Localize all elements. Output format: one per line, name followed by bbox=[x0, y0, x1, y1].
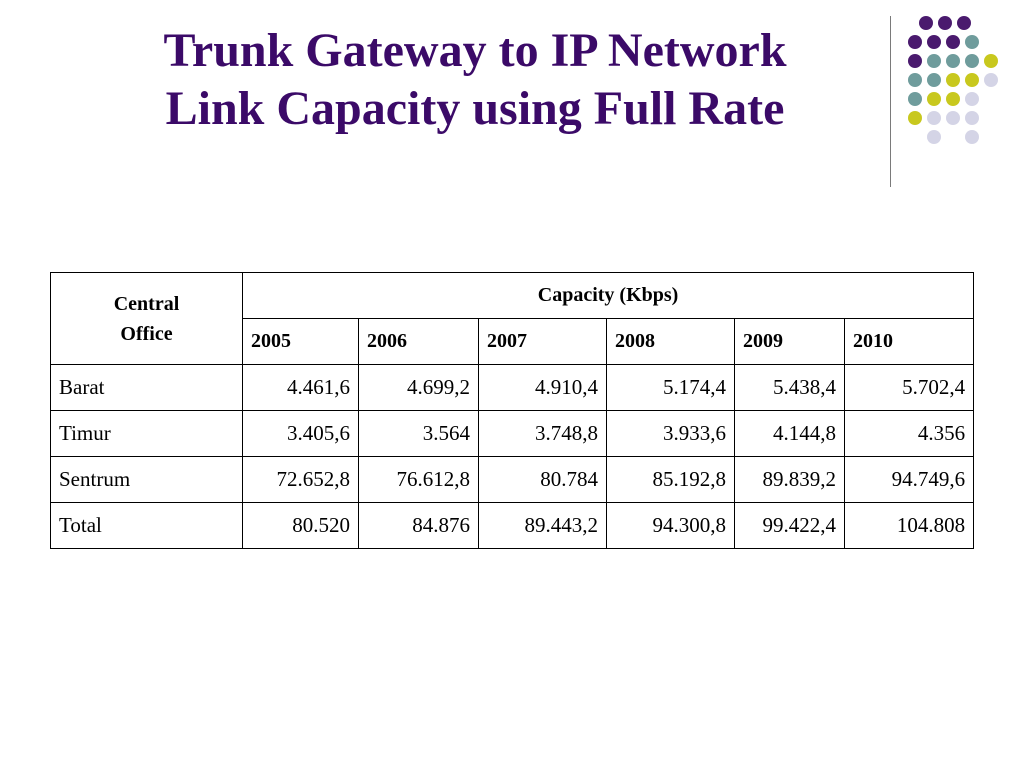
table-cell: 5.702,4 bbox=[843, 364, 975, 411]
decorative-dot-grid bbox=[908, 16, 1020, 176]
table-cell: 80.520 bbox=[242, 502, 359, 549]
row-label: Sentrum bbox=[50, 456, 243, 503]
table-cell: 84.876 bbox=[358, 502, 479, 549]
decorative-dot bbox=[908, 35, 922, 49]
decorative-dot bbox=[919, 16, 933, 30]
slide-title: Trunk Gateway to IP Network Link Capacit… bbox=[60, 22, 890, 138]
table-cell: 3.405,6 bbox=[242, 410, 359, 457]
decorative-dot bbox=[984, 73, 998, 87]
decorative-dot bbox=[965, 54, 979, 68]
row-label: Total bbox=[50, 502, 243, 549]
decorative-dot bbox=[946, 111, 960, 125]
decorative-dot bbox=[908, 54, 922, 68]
table-cell: 76.612,8 bbox=[358, 456, 479, 503]
table-cell: 85.192,8 bbox=[606, 456, 735, 503]
year-header: 2008 bbox=[606, 318, 735, 365]
decorative-dot bbox=[938, 16, 952, 30]
table-cell: 3.564 bbox=[358, 410, 479, 457]
decorative-dot bbox=[965, 130, 979, 144]
table-row: Total 80.520 84.876 89.443,2 94.300,8 99… bbox=[50, 502, 975, 549]
year-header: 2006 bbox=[358, 318, 479, 365]
decorative-dot bbox=[984, 54, 998, 68]
table-row: Sentrum 72.652,8 76.612,8 80.784 85.192,… bbox=[50, 456, 975, 503]
decorative-dot bbox=[927, 92, 941, 106]
table-cell: 72.652,8 bbox=[242, 456, 359, 503]
table-cell: 3.748,8 bbox=[478, 410, 607, 457]
capacity-group-header: Capacity (Kbps) bbox=[241, 272, 975, 319]
table-cell: 99.422,4 bbox=[734, 502, 845, 549]
decorative-dot bbox=[927, 73, 941, 87]
decorative-dot bbox=[946, 73, 960, 87]
table-cell: 5.438,4 bbox=[734, 364, 845, 411]
table-cell: 4.910,4 bbox=[478, 364, 607, 411]
decorative-dot bbox=[908, 111, 922, 125]
row-label: Timur bbox=[50, 410, 243, 457]
year-header: 2007 bbox=[478, 318, 607, 365]
slide-title-line-1: Trunk Gateway to IP Network bbox=[163, 24, 787, 77]
year-header: 2009 bbox=[734, 318, 845, 365]
decorative-dot bbox=[927, 111, 941, 125]
table-cell: 104.808 bbox=[843, 502, 975, 549]
year-header: 2010 bbox=[843, 318, 975, 365]
table-cell: 3.933,6 bbox=[606, 410, 735, 457]
decorative-dot bbox=[927, 130, 941, 144]
decorative-dot bbox=[908, 73, 922, 87]
table-cell: 4.699,2 bbox=[358, 364, 479, 411]
year-header-row: 2005 2006 2007 2008 2009 2010 bbox=[51, 318, 975, 365]
table-row: Barat 4.461,6 4.699,2 4.910,4 5.174,4 5.… bbox=[50, 364, 975, 411]
decorative-dot bbox=[965, 73, 979, 87]
table-cell: 4.144,8 bbox=[734, 410, 845, 457]
table-header-row: Central Office Capacity (Kbps) bbox=[50, 272, 975, 365]
central-office-header-line-2: Office bbox=[120, 322, 173, 345]
decorative-dot bbox=[957, 16, 971, 30]
table-cell: 94.300,8 bbox=[606, 502, 735, 549]
decorative-dot bbox=[946, 54, 960, 68]
year-header: 2005 bbox=[242, 318, 359, 365]
table-cell: 94.749,6 bbox=[843, 456, 975, 503]
central-office-header-line-1: Central bbox=[113, 292, 180, 315]
decorative-dot bbox=[965, 111, 979, 125]
decorative-dot bbox=[927, 35, 941, 49]
decorative-dot bbox=[927, 54, 941, 68]
table-cell: 89.839,2 bbox=[734, 456, 845, 503]
decorative-divider bbox=[890, 16, 891, 187]
table-cell: 5.174,4 bbox=[606, 364, 735, 411]
decorative-dot bbox=[965, 35, 979, 49]
table-cell: 4.461,6 bbox=[242, 364, 359, 411]
decorative-dot bbox=[965, 92, 979, 106]
table-cell: 4.356 bbox=[843, 410, 975, 457]
slide-title-line-2: Link Capacity using Full Rate bbox=[165, 82, 785, 135]
table-cell: 80.784 bbox=[478, 456, 607, 503]
decorative-dot bbox=[908, 92, 922, 106]
decorative-dot bbox=[946, 92, 960, 106]
capacity-table: Central Office Capacity (Kbps) 2005 2006… bbox=[50, 272, 975, 549]
table-row: Timur 3.405,6 3.564 3.748,8 3.933,6 4.14… bbox=[50, 410, 975, 457]
central-office-header: Central Office bbox=[50, 272, 243, 365]
row-label: Barat bbox=[50, 364, 243, 411]
decorative-dot bbox=[946, 35, 960, 49]
table-cell: 89.443,2 bbox=[478, 502, 607, 549]
